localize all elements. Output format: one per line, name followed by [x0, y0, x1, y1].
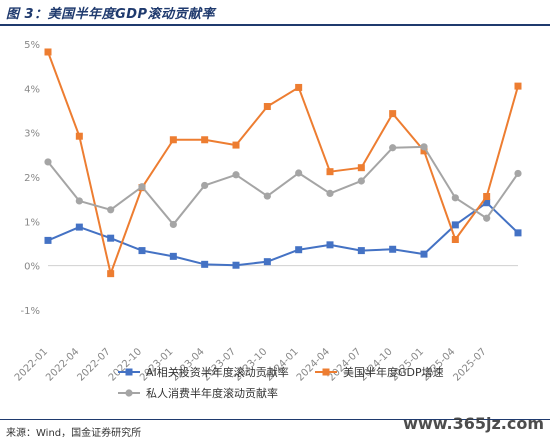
- data-point: [483, 214, 491, 222]
- x-tick-label: 2022-04: [44, 346, 81, 383]
- y-tick-label: 4%: [24, 84, 40, 95]
- legend-swatch-marker: [125, 389, 133, 397]
- x-tick-label: 2022-01: [13, 346, 50, 383]
- data-point: [263, 192, 271, 200]
- data-point: [169, 252, 177, 260]
- y-tick-label: 5%: [24, 40, 40, 51]
- title-divider: [0, 24, 550, 26]
- y-tick-label: 2%: [24, 173, 40, 184]
- x-tick-label: 2024-04: [295, 346, 332, 383]
- data-point: [420, 250, 428, 258]
- data-point: [420, 147, 428, 155]
- data-point: [75, 223, 83, 231]
- data-point: [326, 189, 334, 198]
- data-point: [389, 245, 397, 253]
- data-point: [357, 164, 365, 172]
- data-point: [514, 82, 522, 90]
- data-point: [232, 171, 240, 179]
- y-tick-label: 1%: [24, 217, 40, 228]
- data-point: [232, 261, 240, 269]
- y-tick-label: -1%: [21, 306, 40, 317]
- x-tick-label: 2022-10: [107, 346, 144, 383]
- data-point: [138, 183, 146, 191]
- data-point: [483, 199, 491, 207]
- data-point: [169, 136, 177, 144]
- legend-swatch-marker: [322, 368, 330, 376]
- data-point: [75, 197, 83, 205]
- data-point: [451, 194, 459, 202]
- data-point: [295, 83, 303, 91]
- series-line-1: [47, 201, 519, 267]
- data-point: [514, 169, 522, 178]
- data-point: [107, 206, 115, 214]
- data-point: [232, 141, 240, 149]
- legend-swatch-marker: [125, 368, 133, 376]
- data-point: [389, 144, 397, 152]
- y-tick-label: 3%: [24, 129, 40, 140]
- data-point: [44, 236, 52, 244]
- data-point: [295, 246, 303, 254]
- data-point: [201, 136, 209, 144]
- data-point: [107, 270, 115, 278]
- data-point: [451, 236, 459, 244]
- series-line-3: [47, 145, 519, 226]
- source-divider: [0, 419, 550, 420]
- line-chart: -1% 0% 1% 2% 3% 4% 5% 2022-012022-042022-072022…: [13, 40, 522, 400]
- data-point: [483, 193, 491, 201]
- data-point: [44, 48, 52, 56]
- data-point: [263, 103, 271, 111]
- source-note: 来源：Wind，国金证券研究所: [6, 428, 142, 439]
- series-line-2: [47, 51, 519, 275]
- legend-label: AI相关投资半年度滚动贡献率: [146, 365, 289, 379]
- data-point: [357, 247, 365, 255]
- data-point: [169, 220, 177, 229]
- data-point: [295, 169, 303, 177]
- data-point: [201, 260, 209, 268]
- data-point: [44, 158, 52, 166]
- chart-title: 图 3：美国半年度GDP滚动贡献率: [6, 7, 216, 22]
- y-tick-label: 0%: [24, 262, 40, 273]
- data-point: [138, 247, 146, 255]
- data-point: [107, 234, 115, 242]
- data-point: [201, 181, 209, 190]
- watermark: www.365jz.com: [403, 414, 544, 433]
- data-point: [326, 241, 334, 249]
- x-tick-label: 2025-07: [451, 346, 488, 383]
- x-tick-label: 2022-07: [75, 346, 112, 383]
- data-point: [75, 132, 83, 140]
- data-point: [263, 258, 271, 266]
- legend-label: 私人消费半年度滚动贡献率: [146, 386, 278, 400]
- data-point: [451, 221, 459, 229]
- data-point: [326, 168, 334, 176]
- data-point: [420, 143, 428, 151]
- data-point: [389, 110, 397, 118]
- data-point: [357, 177, 365, 185]
- data-point: [514, 229, 522, 237]
- legend-label: 美国半年度GDP增速: [343, 365, 444, 379]
